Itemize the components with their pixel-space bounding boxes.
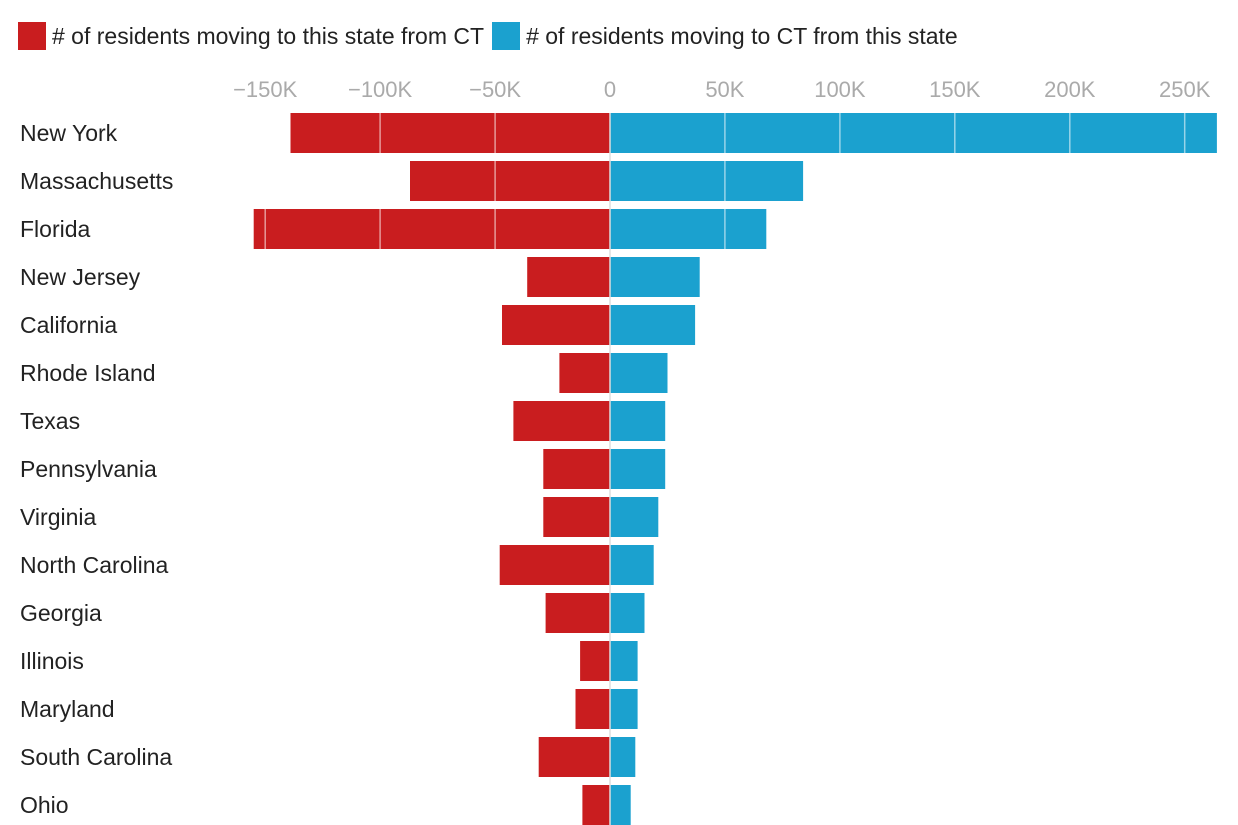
category-label: Florida [20,216,91,242]
bar-outbound-ohio [582,785,610,825]
bar-outbound-virginia [543,497,610,537]
bar-inbound-pennsylvania [610,449,666,489]
bar-outbound-illinois [580,641,610,681]
bar-outbound-new-jersey [527,257,610,297]
category-label: Rhode Island [20,360,156,386]
gridline-overlay [264,113,1186,825]
x-tick-label: −50K [469,77,521,102]
bar-inbound-rhode-island [610,353,668,393]
bar-outbound-pennsylvania [543,449,610,489]
bar-inbound-new-jersey [610,257,700,297]
bar-inbound-north-carolina [610,545,654,585]
bar-outbound-rhode-island [559,353,610,393]
category-label: Ohio [20,792,69,818]
bar-outbound-massachusetts [410,161,610,201]
category-labels: New York Massachusetts Florida New Jersey Ca… [20,120,173,818]
category-label: Maryland [20,696,115,722]
x-tick-label: 0 [604,77,616,102]
bar-outbound-texas [513,401,610,441]
bar-inbound-maryland [610,689,638,729]
bar-inbound-new-york [610,113,1217,153]
x-tick-label: 50K [705,77,744,102]
bar-inbound-georgia [610,593,645,633]
category-label: Georgia [20,600,102,626]
category-label: South Carolina [20,744,172,770]
bar-inbound-south-carolina [610,737,636,777]
x-tick-label: −150K [233,77,298,102]
x-tick-label: 200K [1044,77,1096,102]
category-label: Massachusetts [20,168,173,194]
legend-swatch-inbound [492,22,521,50]
bar-outbound-florida [253,209,610,249]
bar-inbound-texas [610,401,666,441]
bar-outbound-south-carolina [538,737,610,777]
bar-inbound-illinois [610,641,638,681]
category-label: Pennsylvania [20,456,157,482]
bar-outbound-north-carolina [499,545,610,585]
legend-label-outbound: # of residents moving to this state from… [52,22,485,49]
chart-legend: # of residents moving to this state from… [18,20,966,52]
x-tick-label: 100K [814,77,866,102]
bar-inbound-massachusetts [610,161,804,201]
category-label: North Carolina [20,552,168,578]
x-tick-label: −100K [348,77,413,102]
legend-label-inbound: # of residents moving to CT from this st… [526,22,958,49]
x-axis-ticks: −150K −100K −50K 0 50K 100K 150K 200K 250K [233,77,1211,102]
bar-inbound-virginia [610,497,659,537]
bar-outbound-new-york [290,113,610,153]
x-tick-label: 150K [929,77,981,102]
bar-outbound-california [502,305,610,345]
bar-outbound-georgia [545,593,610,633]
bar-inbound-california [610,305,696,345]
category-label: Illinois [20,648,84,674]
category-label: Texas [20,408,80,434]
category-label: New Jersey [20,264,141,290]
bar-inbound-florida [610,209,767,249]
bar-inbound-ohio [610,785,631,825]
category-label: California [20,312,117,338]
legend-swatch-outbound [18,22,46,50]
category-label: Virginia [20,504,96,530]
legend-item-outbound: # of residents moving to this state from… [18,22,484,50]
bar-outbound-maryland [575,689,610,729]
category-label: New York [20,120,118,146]
x-tick-label: 250K [1159,77,1211,102]
bars [253,113,1217,825]
legend-item-inbound: # of residents moving to CT from this st… [492,22,958,50]
